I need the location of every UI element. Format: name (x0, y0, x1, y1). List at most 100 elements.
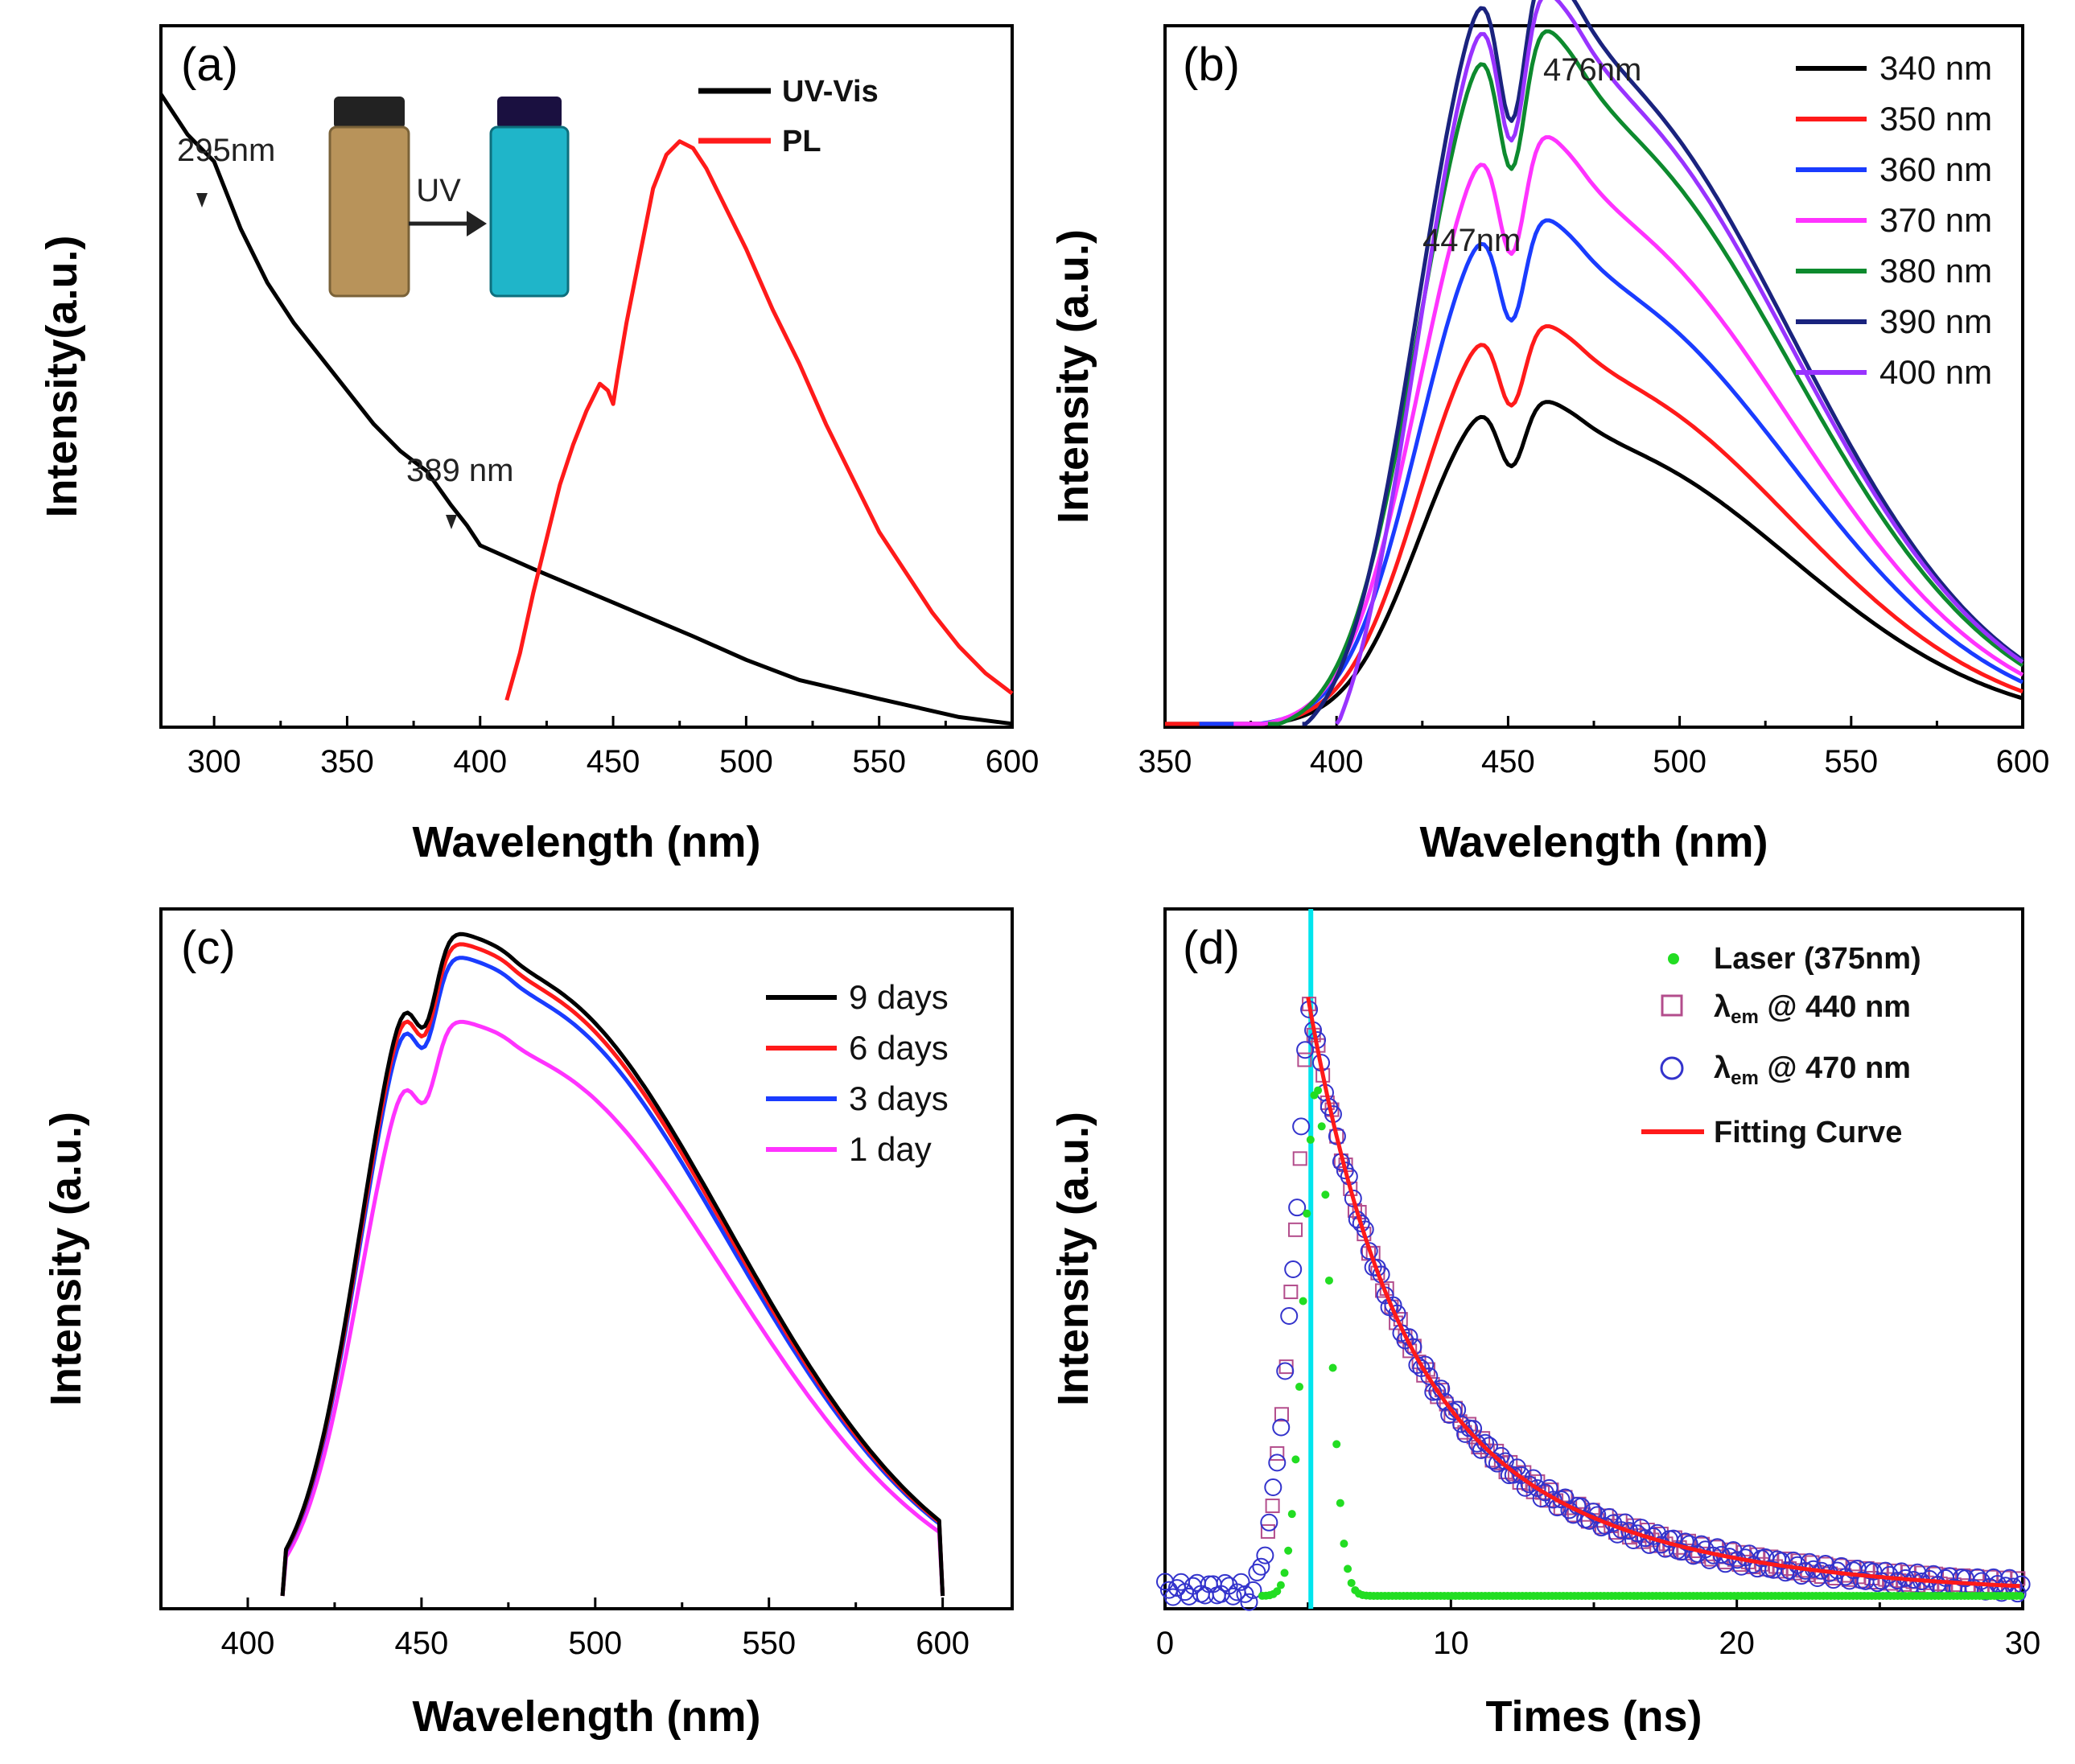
panel-b-ticks: 350 400 450 500 550 600 (1138, 716, 2050, 779)
legend-label-uvvis: UV-Vis (782, 75, 879, 109)
marker-laser (1306, 1135, 1315, 1144)
marker-440 (1278, 1359, 1294, 1375)
panel-c-ticks: 400 450 500 550 600 (221, 1597, 970, 1661)
marker-440 (1292, 1151, 1307, 1166)
vial-cap-uv-icon (497, 97, 562, 129)
panel-d-series (1156, 909, 2031, 1611)
series-line-3-days (280, 956, 945, 1597)
series-line-uv-vis (159, 93, 1013, 726)
marker-laser (1284, 1546, 1293, 1555)
panel-b-label: (b) (1183, 39, 1240, 91)
marker-laser (1280, 1569, 1289, 1577)
series-line-1-day (280, 1019, 945, 1597)
x-tick-label: 10 (1433, 1626, 1469, 1661)
panel-c-legend: 9 days 6 days 3 days 1 day (766, 978, 949, 1168)
panel-b: 350 400 450 500 550 600 (b) Wavelength (nm) I… (1049, 0, 2049, 866)
inset-vials: UV (328, 97, 570, 298)
legend-marker-laser (1668, 953, 1679, 964)
series-line-9-days (280, 931, 945, 1597)
series-line-360nm (1199, 218, 2024, 726)
inset-uv-label: UV (416, 173, 461, 208)
panel-b-series (1165, 0, 2024, 726)
panel-c-series (280, 931, 945, 1597)
marker-470 (1292, 1117, 1311, 1136)
annotation-arrow-icon (196, 193, 208, 208)
marker-470 (1264, 1478, 1282, 1497)
panel-d: 0 10 20 30 (d) Times (ns) Intensity (a.u.) … (1049, 907, 2040, 1741)
x-tick-label: 450 (1481, 744, 1535, 779)
annotation-arrow-icon (446, 515, 457, 529)
legend-label-pl: PL (782, 125, 821, 158)
x-tick-label: 350 (320, 744, 374, 779)
panel-d-ticks: 0 10 20 30 (1156, 1597, 2040, 1661)
x-tick-label: 400 (221, 1626, 275, 1661)
series-line-350nm (1165, 324, 2024, 726)
marker-470 (1260, 1513, 1278, 1532)
x-tick-label: 550 (742, 1626, 796, 1661)
panel-d-xlabel: Times (ns) (1485, 1692, 1702, 1741)
marker-470 (1224, 1587, 1242, 1606)
marker-laser (2016, 1591, 2025, 1600)
x-tick-label: 550 (852, 744, 906, 779)
x-tick-label: 0 (1156, 1626, 1174, 1661)
panel-a-ticks: 300 350 400 450 500 550 600 (187, 716, 1039, 779)
marker-laser (1273, 1587, 1282, 1596)
marker-laser (1303, 1209, 1311, 1218)
marker-laser (1317, 1122, 1326, 1131)
marker-laser (1276, 1581, 1285, 1589)
marker-440 (1270, 1445, 1285, 1461)
x-tick-label: 20 (1719, 1626, 1755, 1661)
marker-470 (1268, 1454, 1287, 1472)
panel-d-ylabel: Intensity (a.u.) (1049, 1112, 1097, 1406)
legend-label-350nm: 350 nm (1879, 100, 1992, 138)
legend-label-3-days: 3 days (849, 1079, 949, 1117)
marker-laser (1291, 1455, 1300, 1464)
marker-laser (1336, 1499, 1344, 1507)
legend-marker-440 (1661, 994, 1683, 1017)
marker-laser (1299, 1297, 1307, 1306)
x-tick-label: 600 (1996, 744, 2050, 779)
annotation-447nm: 447nm (1422, 223, 1521, 258)
panel-a-xlabel: Wavelength (nm) (412, 818, 760, 866)
series-line-370nm (1233, 135, 2024, 726)
panel-d-legend: Laser (375nm) λem @ 440 nm λem @ 470 nm … (1641, 942, 1921, 1149)
marker-470 (1236, 1585, 1254, 1603)
marker-laser (1314, 1086, 1323, 1095)
marker-470 (1296, 1041, 1315, 1059)
x-tick-label: 450 (395, 1626, 449, 1661)
legend-label-440: λem @ 440 nm (1714, 990, 1911, 1028)
x-tick-label: 450 (587, 744, 640, 779)
x-tick-label: 300 (187, 744, 241, 779)
marker-laser (1347, 1578, 1356, 1587)
marker-470 (1248, 1563, 1266, 1581)
panel-a-ylabel: Intensity(a.u.) (38, 235, 86, 517)
legend-label-400nm: 400 nm (1879, 353, 1992, 391)
panel-b-xlabel: Wavelength (nm) (1419, 818, 1768, 866)
panel-d-label: (d) (1183, 922, 1240, 974)
marker-470 (1244, 1581, 1262, 1599)
marker-470 (1284, 1260, 1303, 1278)
panel-c: 400 450 500 550 600 (c) Wavelength (nm) Inte… (42, 907, 1014, 1741)
x-tick-label: 500 (1653, 744, 1707, 779)
marker-laser (1324, 1276, 1333, 1285)
legend-label-fit: Fitting Curve (1714, 1116, 1902, 1149)
marker-laser (1287, 1510, 1296, 1519)
marker-470 (1256, 1546, 1274, 1565)
marker-laser (1328, 1363, 1337, 1372)
marker-440 (1297, 1052, 1312, 1067)
panel-c-frame (159, 907, 1014, 1610)
legend-label-6-days: 6 days (849, 1029, 949, 1067)
legend-label-9-days: 9 days (849, 978, 949, 1016)
annotation-295nm: 295nm (177, 133, 275, 168)
marker-470 (1272, 1418, 1291, 1437)
panel-b-ylabel: Intensity (a.u.) (1049, 229, 1097, 524)
series-line-fitting-curve (1306, 997, 2020, 1589)
x-tick-label: 500 (568, 1626, 622, 1661)
marker-laser (1344, 1565, 1352, 1573)
marker-470 (1252, 1557, 1270, 1576)
annotation-476nm: 476nm (1543, 52, 1641, 88)
uv-arrowhead-icon (467, 211, 487, 236)
marker-laser (1332, 1440, 1341, 1449)
panel-c-xlabel: Wavelength (nm) (412, 1692, 760, 1741)
